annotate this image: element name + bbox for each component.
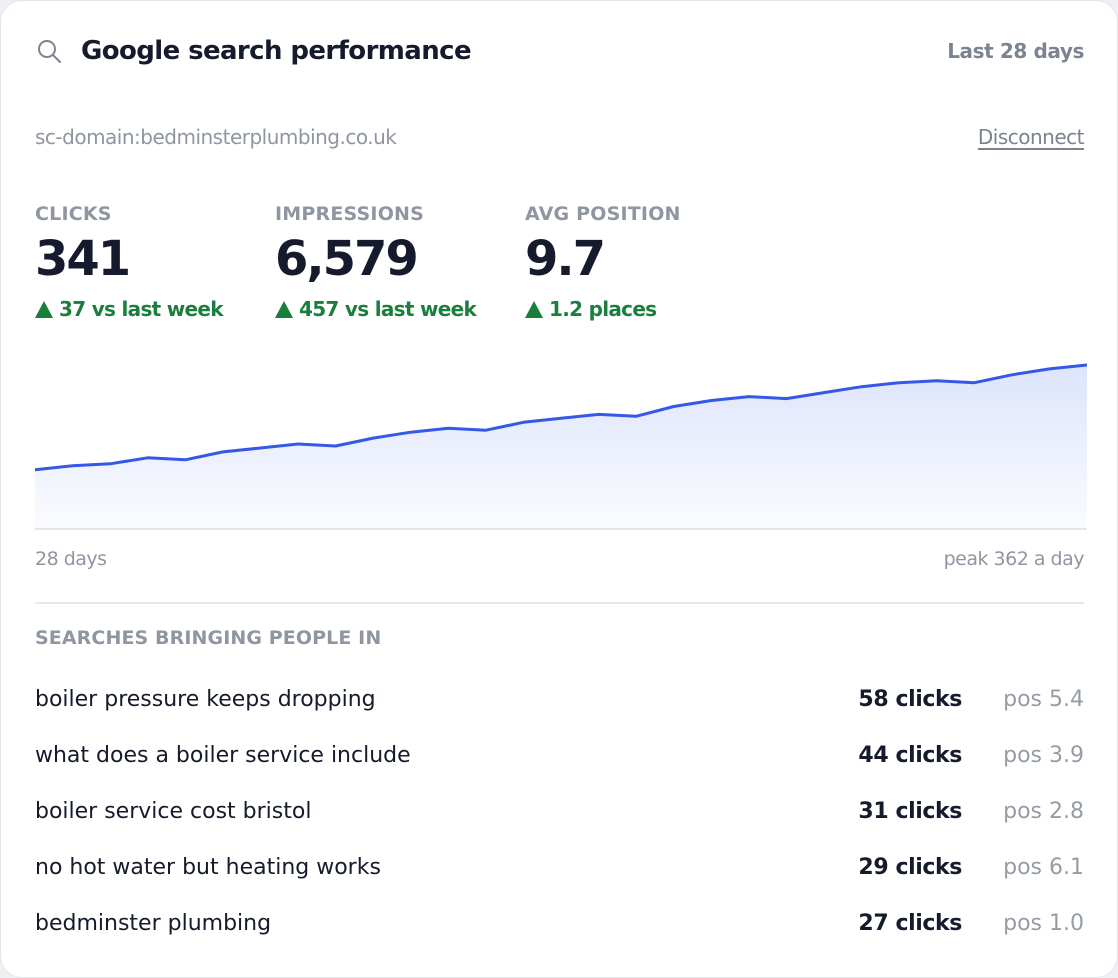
queries-section-title: SEARCHES BRINGING PEOPLE IN <box>35 627 382 649</box>
card-header: Google search performance Last 28 days <box>35 29 1084 73</box>
query-row[interactable]: bedminster plumbing 27 clicks pos 1.0 <box>35 895 1084 951</box>
query-text: boiler service cost bristol <box>35 798 312 824</box>
chart-series-line <box>35 363 1087 472</box>
date-range-label: Last 28 days <box>947 39 1084 63</box>
search-icon <box>35 37 63 65</box>
query-text: bedminster plumbing <box>35 910 272 936</box>
metric-value: 9.7 <box>525 231 606 287</box>
metric-change: 1.2 places <box>525 297 681 321</box>
query-position: pos 2.8 <box>1003 798 1084 824</box>
metric-clicks: CLICKS 341 37 vs last week <box>35 203 224 321</box>
metric-change: 37 vs last week <box>35 297 224 321</box>
metric-avg-position: AVG POSITION 9.7 1.2 places <box>525 203 681 321</box>
query-clicks: 27 clicks <box>858 910 962 936</box>
metric-label: IMPRESSIONS <box>275 203 425 225</box>
metric-impressions: IMPRESSIONS 6,579 457 vs last week <box>275 203 477 321</box>
query-position: pos 6.1 <box>1003 854 1084 880</box>
disconnect-link[interactable]: Disconnect <box>977 125 1085 149</box>
up-arrow-icon <box>275 300 293 318</box>
card-title: Google search performance <box>81 36 472 66</box>
property-domain: sc-domain:bedminsterplumbing.co.uk <box>35 125 397 149</box>
metric-change-text: 1.2 places <box>549 297 657 321</box>
metric-value: 341 <box>35 231 131 287</box>
chart-area-fill <box>35 365 1087 529</box>
query-clicks: 44 clicks <box>858 742 962 768</box>
up-arrow-icon <box>35 300 53 318</box>
chart-footer: 28 days peak 362 a day <box>35 545 1085 573</box>
metric-value: 6,579 <box>275 231 419 287</box>
metric-label: AVG POSITION <box>525 203 681 225</box>
query-position: pos 5.4 <box>1003 686 1084 712</box>
chart-range-label: 28 days <box>35 548 107 570</box>
section-divider <box>35 602 1084 604</box>
metric-change-text: 37 vs last week <box>59 297 224 321</box>
metric-change: 457 vs last week <box>275 297 477 321</box>
query-row[interactable]: boiler pressure keeps dropping 58 clicks… <box>35 671 1084 727</box>
up-arrow-icon <box>525 300 543 318</box>
query-row[interactable]: what does a boiler service include 44 cl… <box>35 727 1084 783</box>
query-clicks: 58 clicks <box>858 686 962 712</box>
property-row: sc-domain:bedminsterplumbing.co.uk Disco… <box>35 121 1085 153</box>
query-clicks: 31 clicks <box>858 798 962 824</box>
query-row[interactable]: boiler service cost bristol 31 clicks po… <box>35 783 1084 839</box>
metric-label: CLICKS <box>35 203 112 225</box>
chart-peak-label: peak 362 a day <box>943 548 1085 570</box>
query-text: no hot water but heating works <box>35 854 381 880</box>
clicks-trend-chart <box>35 363 1087 530</box>
query-position: pos 1.0 <box>1003 910 1084 936</box>
query-text: what does a boiler service include <box>35 742 411 768</box>
query-text: boiler pressure keeps dropping <box>35 686 376 712</box>
metric-change-text: 457 vs last week <box>299 297 477 321</box>
queries-list: boiler pressure keeps dropping 58 clicks… <box>35 671 1084 951</box>
query-row[interactable]: no hot water but heating works 29 clicks… <box>35 839 1084 895</box>
query-clicks: 29 clicks <box>858 854 962 880</box>
query-position: pos 3.9 <box>1003 742 1084 768</box>
